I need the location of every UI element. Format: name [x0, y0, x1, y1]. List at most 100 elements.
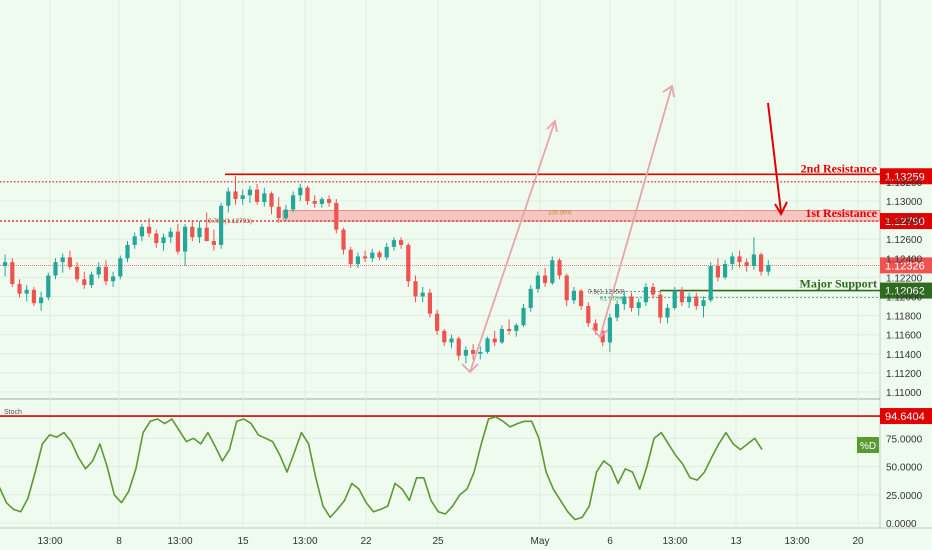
candle-body — [283, 209, 288, 219]
candle-body — [514, 325, 519, 331]
candle-body — [125, 244, 130, 259]
candle-body — [262, 193, 267, 202]
candle-body — [701, 300, 706, 307]
x-tick-label: 20 — [852, 536, 864, 547]
candle-body — [586, 306, 591, 324]
y-tick-label: 1.13200 — [886, 178, 923, 189]
candle-body — [759, 254, 764, 272]
candle-body — [276, 206, 281, 219]
y-tick-label: 1.11000 — [886, 388, 922, 399]
arrowhead-icon — [546, 119, 558, 133]
candle-body — [3, 262, 8, 266]
candle-body — [557, 260, 562, 276]
candle-body — [67, 257, 72, 267]
x-tick-label: May — [531, 536, 550, 547]
candle-body — [305, 187, 310, 201]
y-tick-label: 1.12800 — [886, 216, 923, 227]
candle-body — [406, 244, 411, 282]
stoch-y-tick-label: 0.0000 — [886, 519, 917, 530]
resistance-2-label: 2nd Resistance — [801, 161, 878, 175]
uptrend-arrow-line — [599, 85, 673, 338]
candle-body — [39, 297, 44, 304]
resistance-1-tag-text: 1.12790 — [885, 216, 925, 228]
candle-body — [312, 201, 317, 204]
forecast-arrow-line — [767, 102, 782, 213]
candle-body — [600, 330, 605, 343]
candle-body — [10, 262, 15, 285]
resistance-2-tag-text: 1.13259 — [885, 171, 925, 183]
arrowhead-icon — [591, 327, 609, 339]
resistance-2-tag — [880, 168, 932, 185]
candle-body — [391, 240, 396, 247]
stoch-y-tick-label: 50.0000 — [886, 463, 923, 474]
current-price-tag — [880, 257, 932, 274]
candle-body — [442, 330, 447, 343]
x-tick-label: 8 — [116, 536, 122, 547]
candle-body — [485, 338, 490, 352]
candle-body — [363, 256, 368, 259]
candle-body — [183, 226, 188, 252]
candle-body — [744, 262, 749, 266]
candle-body — [615, 304, 620, 318]
forecast-arrowhead-icon — [774, 201, 788, 217]
candle-body — [607, 317, 612, 343]
candle-body — [46, 275, 51, 298]
candle-body — [211, 241, 216, 245]
candle-body — [521, 307, 526, 326]
stoch-d-line — [0, 416, 763, 521]
arrowhead-icon — [461, 363, 479, 374]
candle-body — [132, 236, 137, 245]
candle-body — [535, 275, 540, 289]
candle-body — [456, 338, 461, 356]
candle-body — [175, 231, 180, 252]
candle-body — [118, 258, 123, 277]
candle-body — [737, 256, 742, 263]
candle-body — [723, 264, 728, 278]
candle-body — [240, 195, 245, 200]
candle-body — [53, 262, 58, 276]
candle-body — [528, 288, 533, 308]
candle-body — [665, 307, 670, 318]
fib-0786-label: 0.786(1.12791) — [208, 218, 252, 225]
candle-body — [60, 257, 65, 263]
candle-body — [348, 249, 353, 265]
candle-body — [579, 290, 584, 307]
candle-body — [643, 286, 648, 303]
candle-body — [622, 296, 627, 305]
y-tick-label: 1.11800 — [886, 312, 922, 323]
resistance-1-tag — [880, 213, 932, 230]
x-tick-label: 15 — [237, 536, 249, 547]
candle-body — [492, 338, 497, 343]
candle-body — [730, 256, 735, 265]
y-tick-label: 1.12400 — [886, 254, 923, 265]
x-tick-label: 13:00 — [167, 536, 192, 547]
candle-body — [449, 338, 454, 343]
candle-body — [355, 256, 360, 265]
candle-body — [226, 191, 231, 206]
candle-body — [687, 296, 692, 303]
candle-body — [111, 276, 116, 282]
candle-body — [499, 328, 504, 343]
candle-body — [658, 294, 663, 318]
candle-body — [168, 231, 173, 238]
candle-body — [334, 202, 339, 230]
candle-body — [377, 252, 382, 258]
candle-body — [255, 189, 260, 202]
candle-body — [298, 187, 303, 196]
candle-body — [341, 229, 346, 250]
stoch-y-tick-label: 75.0000 — [886, 434, 923, 445]
candle-body — [679, 290, 684, 303]
candle-body — [96, 266, 101, 275]
y-tick-label: 1.11600 — [886, 331, 922, 342]
candle-body — [147, 226, 152, 234]
support-label: Major Support — [800, 277, 877, 291]
candle-body — [694, 296, 699, 307]
current-price-tag-text: 1.12326 — [885, 260, 925, 272]
candle-body — [327, 199, 332, 203]
candle-body — [197, 227, 202, 238]
candle-body — [247, 189, 252, 196]
support-tag-text: 1.12062 — [885, 286, 925, 298]
candle-body — [269, 193, 274, 207]
stoch-legend-text: %D — [860, 441, 876, 452]
